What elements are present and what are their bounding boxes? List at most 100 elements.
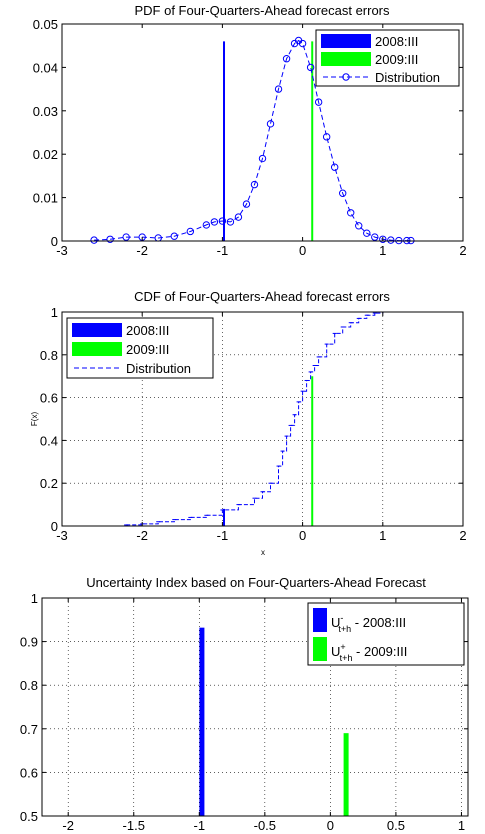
uncertainty-data-layer [199, 627, 349, 816]
cdf-y-tick-label-3: 0.6 [40, 391, 58, 406]
pdf-distribution-point-0 [90, 236, 98, 244]
uncertainty-bar-0 [199, 627, 205, 816]
pdf-distribution-point-17 [282, 55, 291, 63]
cdf-legend-swatch-2008 [72, 323, 122, 337]
cdf-x-tick-label-3: 0 [299, 528, 306, 543]
uncertainty-x-tick-label-1: -1.5 [123, 818, 145, 833]
pdf-distribution-point-5 [170, 232, 178, 240]
pdf-distribution-point-30 [379, 235, 387, 243]
pdf-distribution-point-13 [250, 180, 259, 189]
pdf-distribution-point-29 [371, 233, 379, 241]
pdf-legend-label-2008: 2008:III [375, 34, 418, 49]
uncertainty-y-tick-label-4: 0.9 [20, 635, 38, 650]
pdf-y-tick-label-1: 0.01 [33, 191, 58, 206]
cdf-y-tick-label-5: 1 [51, 305, 58, 320]
cdf-distribution-step [126, 312, 384, 526]
pdf-distribution-point-10 [226, 218, 235, 226]
pdf-distribution-point-9 [218, 217, 227, 225]
pdf-distribution-point-25 [339, 189, 347, 197]
cdf-ticks: -3 -2 -1 0 1 2 0 0.2 0.4 0.6 0.8 1 [40, 305, 467, 543]
cdf-x-axis-label: x [261, 548, 265, 557]
uncertainty-x-tick-label-6: 1 [458, 818, 465, 833]
cdf-x-tick-label-1: -2 [136, 528, 148, 543]
pdf-legend-label-2009: 2009:III [375, 52, 418, 67]
pdf-distribution-point-20 [298, 39, 307, 48]
pdf-distribution-point-1 [106, 235, 114, 243]
uncertainty-y-tick-label-2: 0.7 [20, 722, 38, 737]
pdf-distribution-point-23 [322, 133, 331, 141]
cdf-y-tick-label-1: 0.2 [40, 476, 58, 491]
pdf-legend: 2008:III 2009:III Distribution [315, 29, 460, 87]
cdf-y-axis-label: F(x) [30, 412, 39, 427]
cdf-chart-title: CDF of Four-Quarters-Ahead forecast erro… [134, 289, 390, 304]
pdf-x-tick-label-5: 2 [459, 243, 466, 258]
cdf-legend-swatch-2009 [72, 342, 122, 356]
cdf-axes-box [61, 311, 464, 527]
pdf-distribution-point-16 [274, 85, 283, 93]
cdf-legend: 2008:III 2009:III Distribution [66, 317, 214, 379]
uncertainty-bar-1 [343, 733, 349, 816]
pdf-chart-title: PDF of Four-Quarters-Ahead forecast erro… [134, 3, 390, 18]
pdf-distribution-point-14 [258, 154, 267, 163]
pdf-y-tick-label-0: 0 [51, 234, 58, 249]
pdf-legend-label-distribution: Distribution [375, 70, 440, 85]
pdf-distribution-point-27 [355, 222, 363, 230]
pdf-legend-swatch-2009 [321, 52, 371, 66]
uncertainty-y-tick-label-3: 0.8 [20, 678, 38, 693]
cdf-x-tick-label-2: -1 [217, 528, 229, 543]
pdf-x-tick-label-1: -2 [136, 243, 148, 258]
uncertainty-axes-box [41, 597, 469, 817]
cdf-legend-label-2009: 2009:III [126, 342, 169, 357]
pdf-distribution-point-8 [210, 218, 219, 226]
pdf-x-tick-label-0: -3 [56, 243, 68, 258]
uncertainty-x-tick-label-4: 0 [327, 818, 334, 833]
pdf-distribution-point-24 [330, 163, 339, 171]
uncertainty-x-tick-label-0: -2 [62, 818, 74, 833]
uncertainty-x-tick-label-2: -1 [194, 818, 206, 833]
uncertainty-legend-swatch-2008 [313, 608, 327, 632]
pdf-distribution-point-11 [234, 213, 243, 221]
pdf-chart: PDF of Four-Quarters-Ahead forecast erro… [33, 3, 467, 258]
pdf-x-tick-label-4: 1 [379, 243, 386, 258]
cdf-x-tick-label-4: 1 [379, 528, 386, 543]
pdf-distribution-point-28 [363, 229, 371, 237]
cdf-data-layer [124, 311, 385, 526]
pdf-distribution-point-21 [306, 63, 315, 72]
cdf-x-tick-label-5: 2 [459, 528, 466, 543]
uncertainty-legend-swatch-2009 [313, 637, 327, 661]
uncertainty-ticks: -2 -1.5 -1 -0.5 0 0.5 1 0.5 0.6 0.7 0.8 0.9 1 [20, 591, 468, 833]
pdf-y-tick-label-4: 0.04 [33, 60, 58, 75]
cdf-legend-label-2008: 2008:III [126, 323, 169, 338]
pdf-distribution-point-6 [186, 227, 195, 236]
pdf-distribution-point-26 [347, 209, 355, 217]
pdf-x-tick-label-2: -1 [217, 243, 229, 258]
uncertainty-chart: Uncertainty Index based on Four-Quarters… [20, 575, 469, 833]
cdf-x-tick-label-0: -3 [56, 528, 68, 543]
pdf-distribution-point-7 [202, 221, 211, 229]
uncertainty-x-tick-label-3: -0.5 [254, 818, 276, 833]
pdf-y-tick-label-5: 0.05 [33, 17, 58, 32]
uncertainty-legend: U-t+h - 2008:III U+ t+h - 2009:III [307, 602, 465, 666]
cdf-grid [62, 312, 463, 526]
uncertainty-x-tick-label-5: 0.5 [387, 818, 405, 833]
pdf-legend-swatch-2008 [321, 34, 371, 48]
pdf-distribution-point-31 [387, 236, 395, 244]
uncertainty-y-tick-label-0: 0.5 [20, 809, 38, 824]
uncertainty-legend-label-2008: U-t+h - 2008:III [331, 613, 406, 634]
uncertainty-legend-label-2009: U+ t+h - 2009:III [331, 642, 407, 663]
uncertainty-y-tick-label-5: 1 [31, 591, 38, 606]
uncertainty-chart-title: Uncertainty Index based on Four-Quarters… [86, 575, 426, 590]
cdf-y-tick-label-4: 0.8 [40, 348, 58, 363]
pdf-distribution-point-2 [122, 233, 130, 241]
pdf-x-tick-label-3: 0 [299, 243, 306, 258]
pdf-axes-box [61, 23, 464, 242]
uncertainty-y-tick-label-1: 0.6 [20, 765, 38, 780]
pdf-ticks: -3 -2 -1 0 1 2 0 0.01 0.02 0.03 0.04 0.05 [33, 17, 467, 258]
cdf-y-tick-label-2: 0.4 [40, 433, 58, 448]
pdf-y-tick-label-2: 0.02 [33, 147, 58, 162]
uncertainty-legend-box [307, 602, 465, 666]
cdf-legend-label-distribution: Distribution [126, 361, 191, 376]
pdf-distribution-point-22 [314, 98, 323, 106]
cdf-chart: CDF of Four-Quarters-Ahead forecast erro… [30, 289, 467, 557]
